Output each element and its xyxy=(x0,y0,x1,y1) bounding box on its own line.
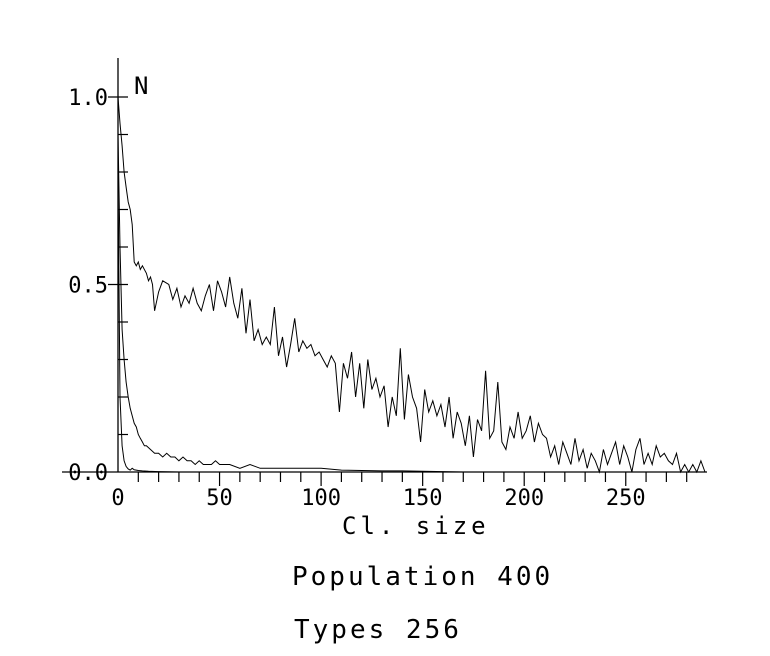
y-tick-label: 0.0 xyxy=(68,461,108,486)
x-tick-label: 150 xyxy=(403,486,443,511)
tick-labels: 0 50 100 150 200 250 0.0 0.5 1.0 xyxy=(68,86,645,511)
series-line-2 xyxy=(117,134,705,473)
x-tick-label: 100 xyxy=(301,486,341,511)
population-info: Population 400 xyxy=(292,562,553,592)
x-axis-title: Cl. size xyxy=(342,512,490,540)
series-group xyxy=(117,96,706,474)
series-line-3 xyxy=(117,171,705,473)
y-tick-label: 0.5 xyxy=(68,274,108,299)
types-info: Types 256 xyxy=(294,615,462,645)
x-tick-label: 50 xyxy=(206,486,233,511)
x-tick-label: 200 xyxy=(504,486,544,511)
y-axis-title: N xyxy=(134,72,152,100)
x-tick-label: 250 xyxy=(606,486,646,511)
ticks xyxy=(108,96,688,486)
x-tick-label: 0 xyxy=(111,486,124,511)
y-tick-label: 1.0 xyxy=(68,86,108,111)
series-line-1 xyxy=(117,96,706,474)
axes xyxy=(62,58,707,473)
